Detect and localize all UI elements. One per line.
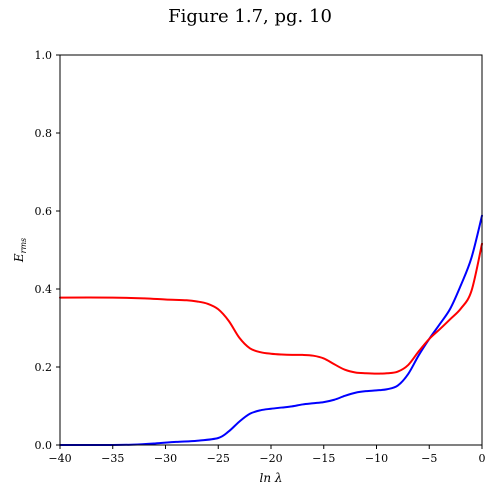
y-axis: 0.0 0.2 0.4 0.6 0.8 1.0 [35, 49, 60, 452]
plot-frame [59, 54, 483, 446]
blue-series-line [59, 214, 483, 447]
x-tick-label: −30 [154, 452, 177, 465]
x-tick-label: −25 [207, 452, 230, 465]
x-tick-label: −35 [101, 452, 124, 465]
x-tick-label: −20 [259, 452, 282, 465]
y-tick-label: 0.8 [35, 127, 53, 140]
y-axis-label: Erms [12, 238, 28, 263]
x-axis-label: ln λ [260, 471, 283, 485]
x-axis: −40 −35 −30 −25 −20 −15 −10 −5 0 [48, 445, 486, 465]
y-tick-label: 0.0 [35, 439, 53, 452]
x-tick-label: 0 [479, 452, 486, 465]
series-layer [59, 214, 483, 447]
y-tick-label: 0.2 [35, 361, 53, 374]
x-tick-label: −10 [365, 452, 388, 465]
y-tick-label: 0.4 [35, 283, 53, 296]
y-tick-label: 0.6 [35, 205, 53, 218]
y-axis-label-sub: rms [19, 238, 28, 254]
y-axis-label-main: E [12, 253, 26, 263]
x-tick-label: −40 [48, 452, 71, 465]
red-series-line [59, 242, 483, 375]
x-tick-label: −15 [312, 452, 335, 465]
y-tick-label: 1.0 [35, 49, 53, 62]
x-tick-label: −5 [421, 452, 437, 465]
chart-title: Figure 1.7, pg. 10 [168, 6, 332, 27]
